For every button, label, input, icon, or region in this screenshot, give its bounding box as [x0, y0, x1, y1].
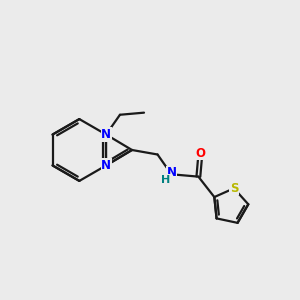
Text: N: N — [167, 166, 176, 179]
Text: S: S — [230, 182, 238, 195]
Text: N: N — [101, 128, 111, 141]
Text: H: H — [161, 175, 171, 184]
Text: N: N — [101, 159, 111, 172]
Text: O: O — [195, 147, 205, 160]
